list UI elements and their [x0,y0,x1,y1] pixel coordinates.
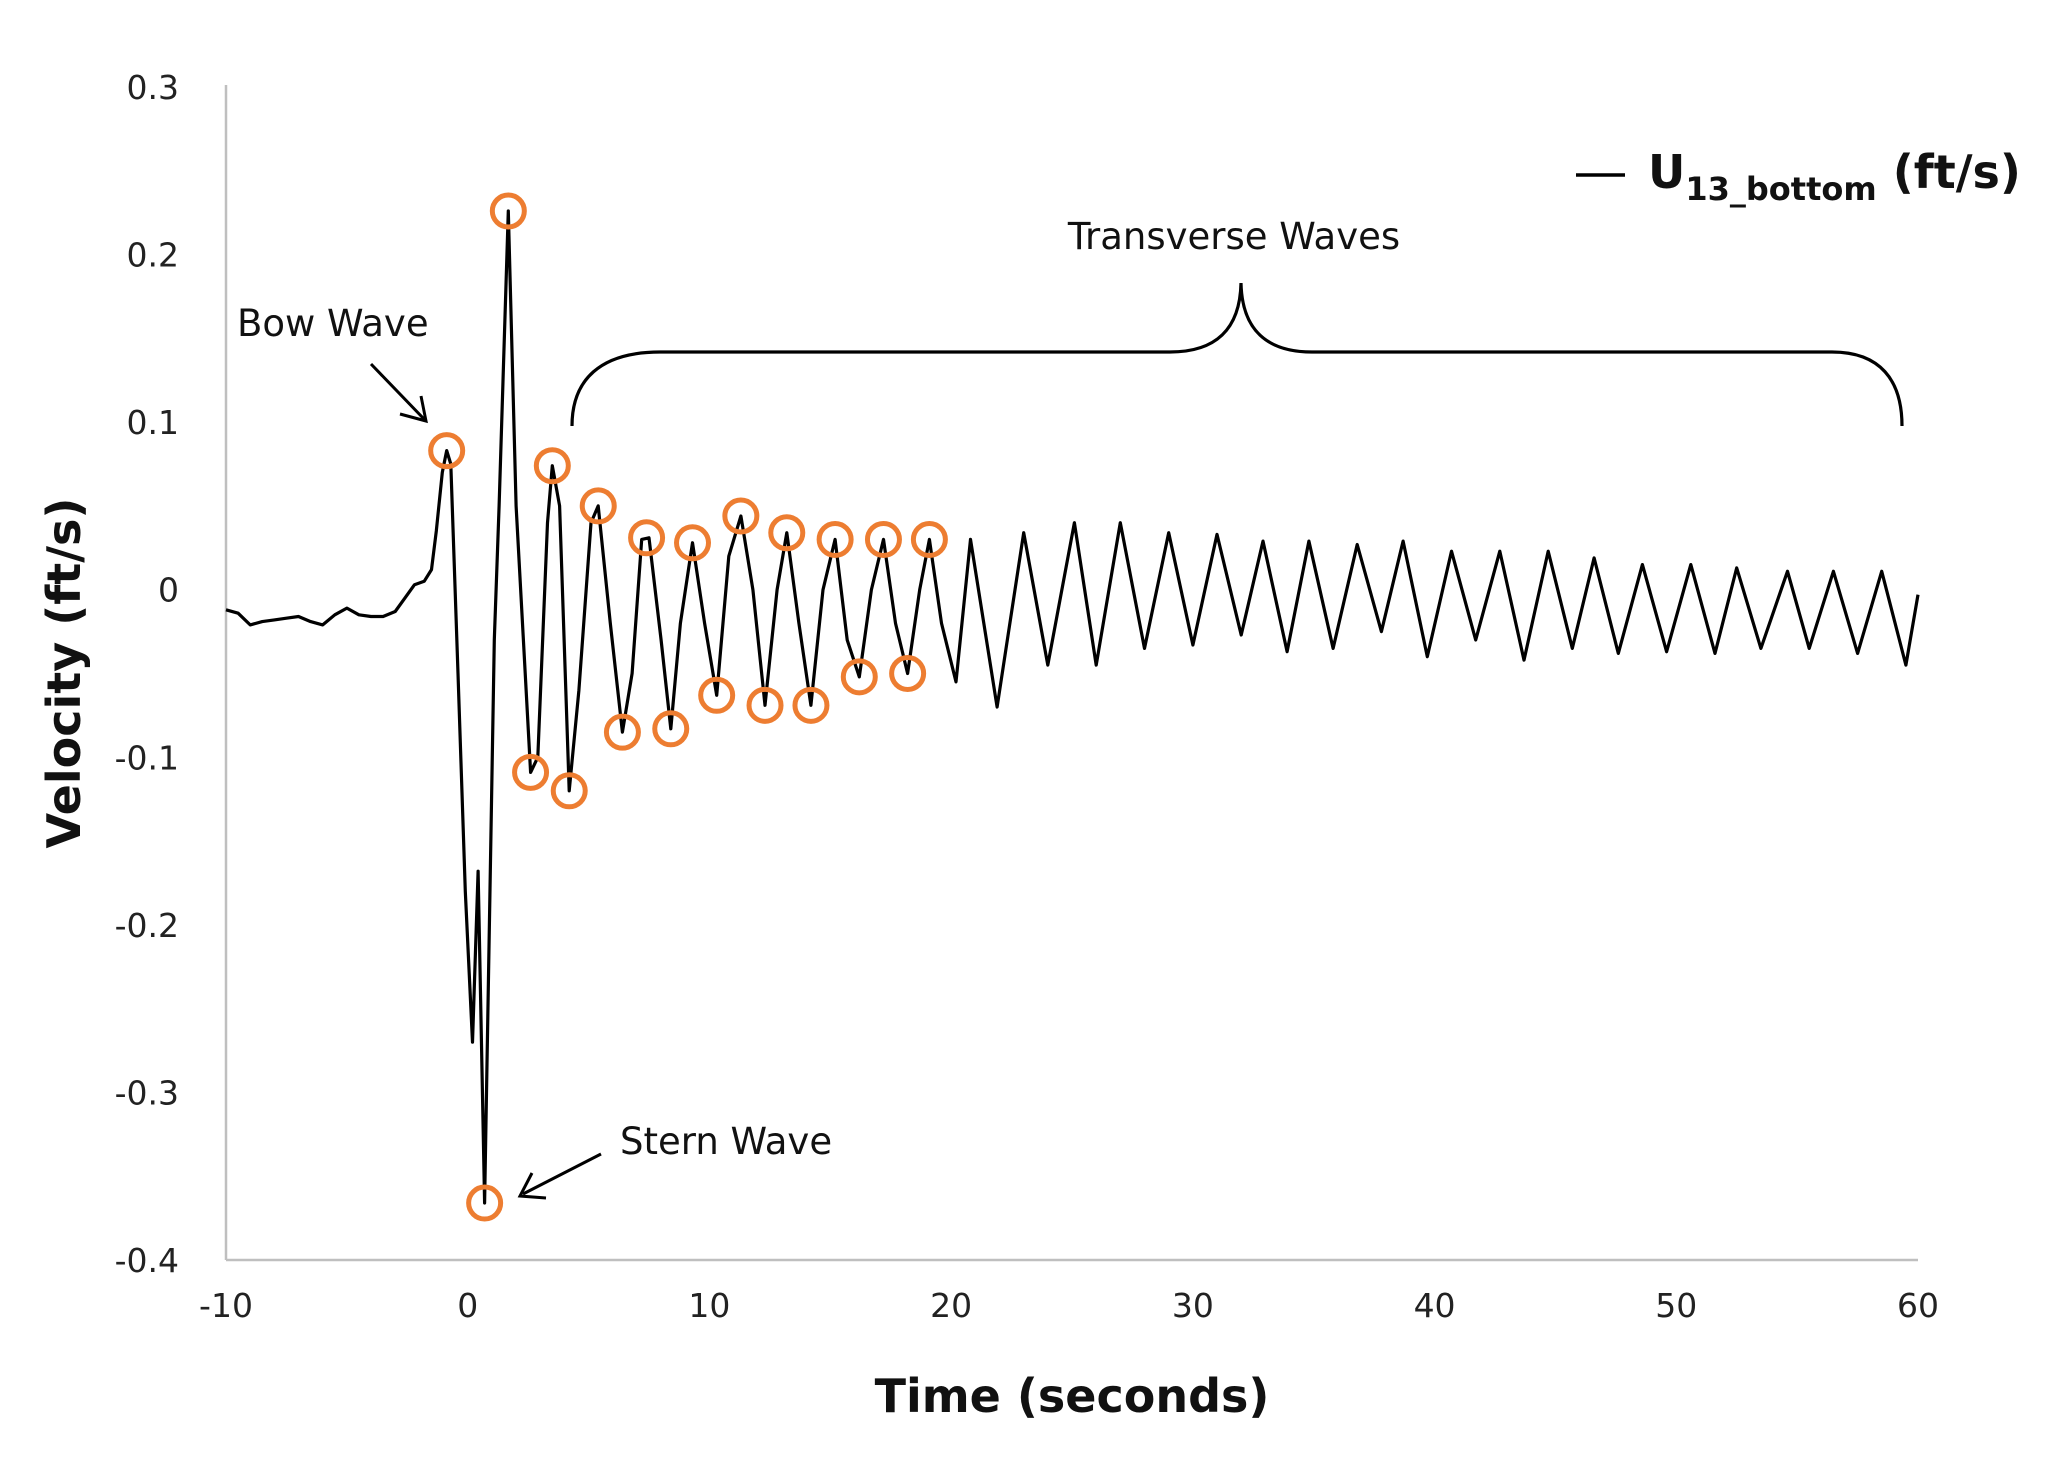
extremum-marker [428,432,466,470]
y-tick-label: 0.3 [127,68,179,107]
stern-wave-arrow [517,1152,602,1200]
x-tick-label: 40 [1414,1286,1456,1325]
extremum-marker [722,497,760,535]
legend: U13_bottom (ft/s) [1576,145,2021,208]
extremum-marker [652,710,690,748]
x-tick-label: -10 [199,1286,253,1325]
extremum-marker [698,676,736,714]
y-axis-title: Velocity (ft/s) [37,498,91,849]
x-tick-label: 10 [688,1286,730,1325]
extremum-marker [746,686,784,724]
x-tick-label: 0 [457,1286,478,1325]
y-tick-label: 0.1 [127,403,179,442]
extremum-marker [466,1184,504,1222]
extremum-marker [674,524,712,562]
tick-labels: -10 0 10 20 30 40 50 60 0.3 0.2 0.1 0 -0.1 -0.2 -0.3 -0… [115,68,1939,1325]
transverse-waves-label: Transverse Waves [1067,215,1400,258]
y-tick-label: -0.1 [115,738,179,777]
series-line-u13-bottom [225,209,1920,1205]
x-tick-label: 50 [1655,1286,1697,1325]
extremum-marker [889,655,927,692]
y-tick-label: -0.3 [115,1073,179,1112]
extremum-marker [768,514,806,552]
legend-label: U13_bottom (ft/s) [1648,145,2021,208]
extrema-markers [428,192,948,1222]
y-tick-label: 0 [158,571,179,610]
extremum-marker [533,447,571,485]
extremum-marker [603,713,641,751]
extremum-marker [910,520,948,558]
x-tick-label: 20 [930,1286,972,1325]
extremum-marker [512,753,550,791]
extremum-marker [792,686,830,724]
bow-wave-arrow [369,362,428,424]
extremum-marker [864,520,902,558]
y-tick-label: -0.4 [115,1241,179,1280]
x-tick-label: 30 [1172,1286,1214,1325]
extremum-marker [550,772,588,810]
bow-wave-label: Bow Wave [237,302,429,345]
stern-wave-label: Stern Wave [620,1120,832,1163]
extremum-marker [840,658,878,696]
transverse-waves-brace [570,282,1904,427]
y-tick-label: 0.2 [127,236,179,275]
extremum-marker [628,519,666,557]
extremum-marker [489,192,527,230]
extremum-marker [816,520,854,558]
x-tick-label: 60 [1897,1286,1939,1325]
y-tick-label: -0.2 [115,906,179,945]
axes [224,85,1918,1262]
extremum-marker [579,487,617,525]
x-axis-title: Time (seconds) [875,1369,1270,1423]
